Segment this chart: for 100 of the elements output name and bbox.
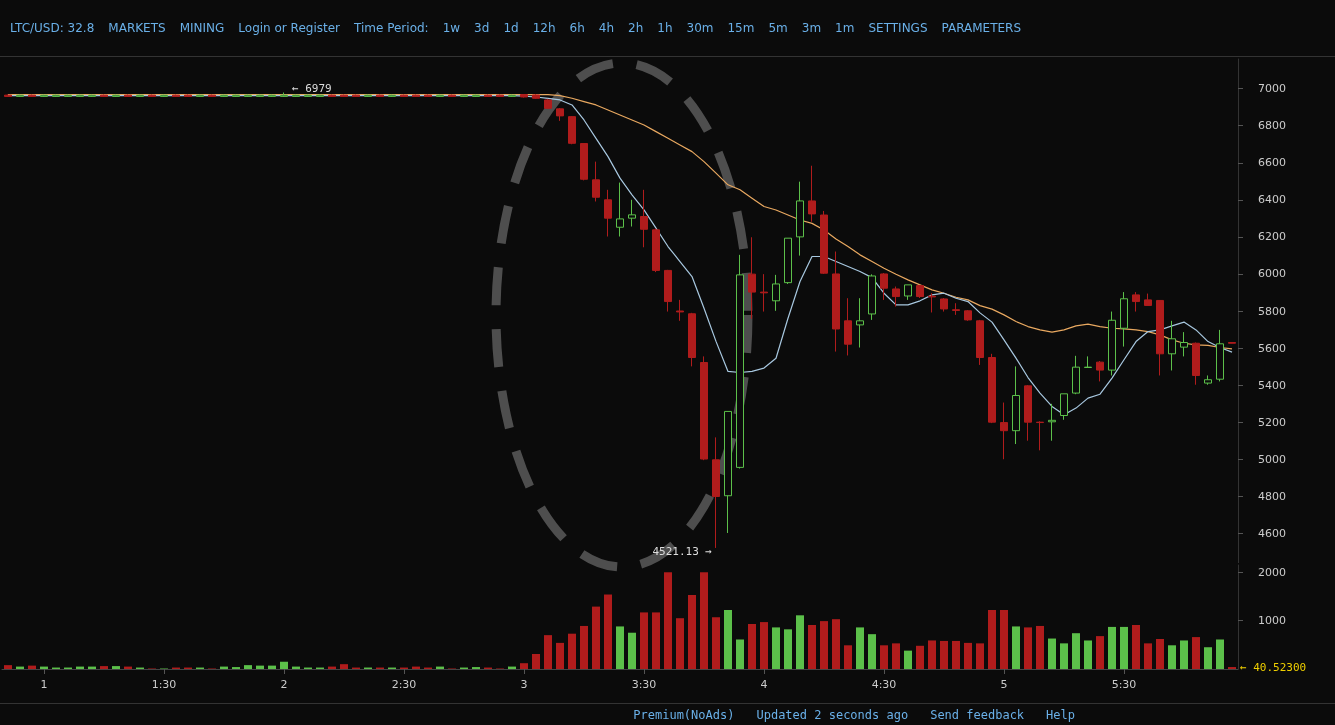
candlestick	[1108, 311, 1116, 376]
candlestick	[976, 319, 984, 366]
candlestick	[904, 284, 912, 301]
bar	[796, 615, 804, 669]
candlestick	[388, 94, 396, 98]
bar	[928, 640, 936, 669]
candlestick	[1048, 403, 1056, 442]
bar	[712, 617, 720, 669]
bar	[772, 627, 780, 669]
candlestick	[112, 94, 120, 98]
candlestick	[1216, 329, 1224, 382]
text: Help	[1046, 708, 1075, 722]
candlestick	[196, 94, 204, 98]
bar	[856, 627, 864, 669]
bar	[724, 609, 732, 669]
y-tick-label: 6800	[1258, 119, 1286, 133]
bar	[280, 661, 288, 669]
x-tick-label: 2:30	[391, 678, 417, 691]
candlestick	[556, 107, 564, 122]
bar	[1048, 638, 1056, 669]
candlestick	[1204, 374, 1212, 386]
bar	[832, 619, 840, 669]
text: 6h	[569, 21, 585, 35]
candlestick	[844, 297, 852, 356]
candlestick	[748, 236, 756, 320]
bar	[676, 618, 684, 669]
y-tick-label: 5000	[1258, 452, 1286, 466]
bar	[976, 643, 984, 669]
bar	[1084, 640, 1092, 669]
candlestick	[220, 94, 228, 98]
candlestick	[76, 94, 84, 98]
text: 3m	[801, 21, 822, 35]
candlestick	[364, 94, 372, 98]
candlestick	[256, 94, 264, 98]
text: PARAMETERS	[941, 21, 1022, 35]
candlestick	[724, 410, 732, 534]
candlestick	[760, 273, 768, 313]
candlestick	[820, 210, 828, 275]
candlestick	[88, 94, 96, 98]
candlestick	[484, 94, 492, 98]
y-tick-label: 2000	[1258, 565, 1286, 579]
x-tick-label: 3	[520, 678, 528, 691]
bar	[820, 621, 828, 669]
bar	[916, 645, 924, 669]
text: Send feedback	[930, 708, 1025, 722]
bar	[952, 640, 960, 669]
bar	[568, 633, 576, 669]
bar	[964, 642, 972, 669]
bar	[1000, 609, 1008, 669]
candlestick	[676, 299, 684, 322]
candlestick	[1132, 291, 1140, 313]
y-tick-label: 6400	[1258, 193, 1286, 207]
candlestick	[952, 302, 960, 316]
candlestick	[472, 94, 480, 98]
bar	[1096, 636, 1104, 669]
bar	[1132, 624, 1140, 669]
candlestick	[1168, 320, 1176, 371]
bar	[1156, 639, 1164, 669]
y-tick-label: 5600	[1258, 341, 1286, 355]
text: Login or Register	[238, 21, 340, 35]
candlestick	[28, 94, 36, 98]
bar	[1024, 627, 1032, 669]
bar	[544, 635, 552, 669]
bar	[868, 634, 876, 669]
y-tick-label: 5400	[1258, 378, 1286, 392]
bar	[748, 624, 756, 669]
candlestick	[796, 181, 804, 257]
candlestick	[808, 165, 816, 223]
candlestick	[1180, 331, 1188, 357]
x-tick-label: 4:30	[871, 678, 897, 691]
bar	[688, 594, 696, 669]
text: 12h	[532, 21, 556, 35]
x-tick-label: 5	[1000, 678, 1008, 691]
candlestick	[1024, 384, 1032, 442]
x-tick-label: 3:30	[631, 678, 657, 691]
candlestick	[1120, 291, 1128, 348]
candlestick	[712, 436, 720, 549]
text: 4h	[598, 21, 615, 35]
bar	[4, 665, 12, 669]
text: 3d	[474, 21, 490, 35]
candlestick	[520, 93, 528, 99]
bar	[592, 606, 600, 669]
candlestick	[208, 94, 216, 98]
bar	[100, 666, 108, 669]
x-tick-label: 1	[40, 678, 48, 691]
candlestick	[172, 94, 180, 98]
candlestick	[352, 94, 360, 98]
bar	[1192, 637, 1200, 669]
text: SETTINGS	[868, 21, 928, 35]
y-tick-label: 5800	[1258, 304, 1286, 318]
candlestick	[916, 284, 924, 299]
candlestick	[268, 94, 276, 98]
text: LTC/USD: 32.8	[10, 21, 95, 35]
candlestick	[772, 274, 780, 312]
y-tick-label: 7000	[1258, 82, 1286, 96]
text: MINING	[179, 21, 225, 35]
bar	[1036, 625, 1044, 669]
bar	[904, 650, 912, 669]
bar	[784, 629, 792, 669]
bar	[700, 572, 708, 669]
